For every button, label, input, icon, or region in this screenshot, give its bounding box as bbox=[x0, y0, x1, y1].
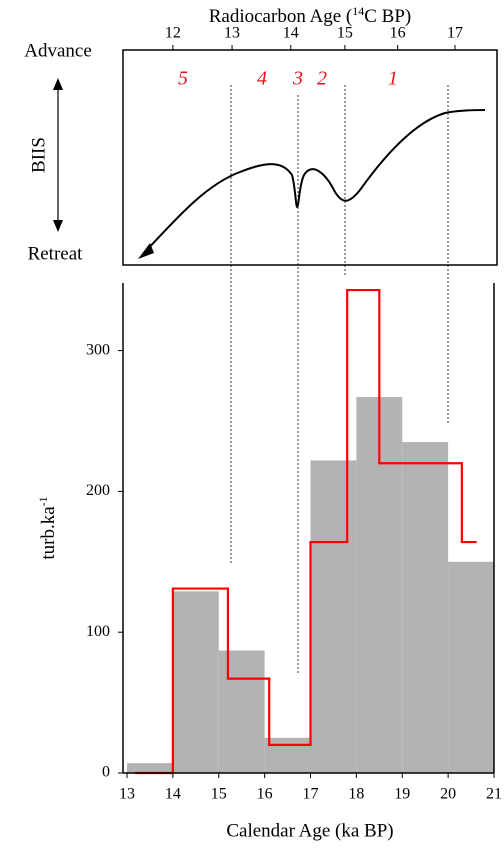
x2-tick-label: 16 bbox=[390, 25, 406, 42]
retreat-label: Retreat bbox=[28, 243, 84, 264]
biis-label: BIIS bbox=[28, 137, 49, 173]
x-tick-label: 21 bbox=[486, 786, 502, 803]
x-tick-label: 18 bbox=[348, 786, 364, 803]
x2-label-pre: Radiocarbon Age ( bbox=[209, 6, 353, 27]
bar bbox=[172, 591, 219, 773]
y-tick-label: 300 bbox=[86, 341, 110, 358]
bar bbox=[127, 763, 173, 773]
x2-tick-label: 17 bbox=[447, 25, 463, 42]
bar bbox=[218, 650, 265, 773]
stage-label: 3 bbox=[292, 68, 303, 90]
x2-tick-label: 12 bbox=[165, 25, 181, 42]
y-label-sup: -1 bbox=[36, 496, 50, 506]
x2-axis-label: Radiocarbon Age (14C BP) bbox=[209, 4, 412, 28]
y-tick-label: 200 bbox=[86, 482, 110, 499]
x-tick-label: 14 bbox=[165, 786, 181, 803]
bar bbox=[402, 442, 449, 773]
x-tick-label: 13 bbox=[119, 786, 135, 803]
stage-label: 5 bbox=[178, 68, 188, 90]
curve-arrow bbox=[138, 243, 154, 259]
x2-label-post: C BP) bbox=[364, 6, 411, 27]
x-tick-label: 16 bbox=[257, 786, 273, 803]
bar bbox=[264, 737, 311, 773]
stage-label: 2 bbox=[317, 68, 327, 90]
x-tick-label: 15 bbox=[211, 786, 227, 803]
y-tick-label: 0 bbox=[102, 764, 110, 781]
bar bbox=[310, 460, 357, 773]
y-axis-label: turb.ka-1 bbox=[36, 496, 60, 559]
x-tick-label: 19 bbox=[394, 786, 410, 803]
x2-label-sup: 14 bbox=[352, 4, 364, 18]
top-panel bbox=[122, 49, 498, 266]
y-tick-label: 100 bbox=[86, 623, 110, 640]
stage-label: 4 bbox=[257, 68, 267, 90]
bar bbox=[448, 561, 494, 773]
x2-tick-label: 15 bbox=[337, 25, 353, 42]
x-axis-label: Calendar Age (ka BP) bbox=[226, 820, 393, 841]
y-label-base: turb.ka bbox=[38, 506, 59, 560]
x-tick-label: 17 bbox=[303, 786, 319, 803]
double-arrow bbox=[53, 78, 63, 232]
x2-tick-label: 13 bbox=[224, 25, 240, 42]
advance-label: Advance bbox=[24, 40, 92, 61]
x-tick-label: 20 bbox=[440, 786, 456, 803]
biis-curve bbox=[144, 109, 486, 253]
x2-tick-label: 14 bbox=[283, 25, 299, 42]
stage-label: 1 bbox=[388, 68, 398, 90]
